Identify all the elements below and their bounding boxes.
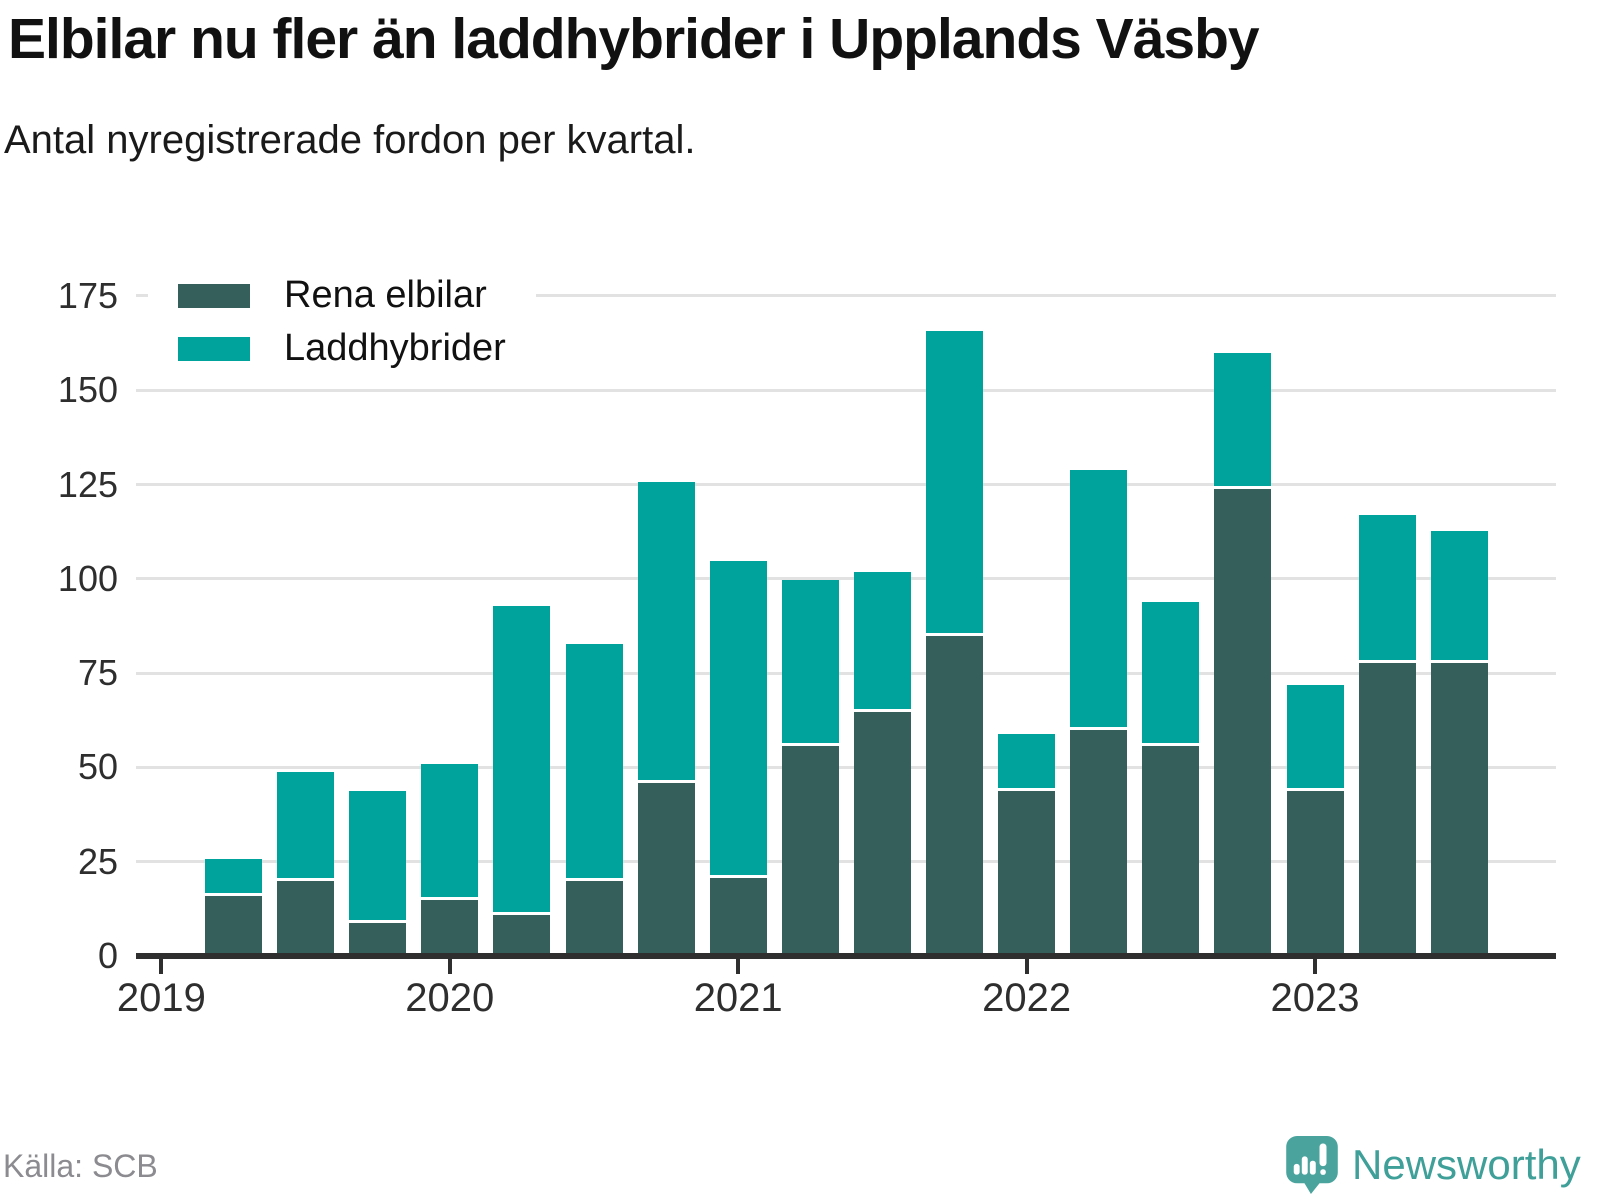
y-axis-label-125: 125: [57, 463, 118, 505]
legend: Rena elbilar Laddhybrider: [148, 272, 536, 378]
bar-2021-Q2-elbilar: [781, 745, 839, 953]
legend-label: Rena elbilar: [284, 274, 487, 316]
bar-2023-Q2-laddhybrider: [1358, 515, 1416, 660]
y-axis-label-150: 150: [57, 369, 118, 411]
bar-2023-Q3-laddhybrider: [1430, 530, 1488, 660]
bar-2022-Q4-laddhybrider: [1214, 353, 1272, 487]
y-axis-label-25: 25: [77, 840, 118, 882]
x-axis-tick-2019: [159, 959, 164, 974]
x-axis-label-2023: 2023: [1270, 976, 1360, 1020]
bar-2021-Q2-laddhybrider: [781, 579, 839, 743]
x-axis-tick-2023: [1313, 959, 1317, 974]
bar-2022-Q1-elbilar: [998, 790, 1056, 953]
legend-item-1: Laddhybrider: [148, 325, 536, 372]
bar-2023-Q3-elbilar: [1430, 662, 1488, 953]
legend-label: Laddhybrider: [284, 327, 506, 369]
legend-item-0: Rena elbilar: [148, 272, 536, 319]
bar-2021-Q4-elbilar: [926, 636, 983, 953]
y-axis-label-0: 0: [97, 935, 118, 976]
x-axis-label-2021: 2021: [693, 976, 783, 1020]
gridline-175: [136, 294, 1556, 298]
bar-2022-Q2-elbilar: [1070, 730, 1128, 953]
bar-2019-Q4-laddhybrider: [349, 790, 407, 920]
bar-2019-Q3-elbilar: [277, 881, 335, 953]
x-axis-label-2019: 2019: [116, 976, 206, 1020]
bar-2020-Q4-elbilar: [637, 783, 695, 953]
bar-2020-Q1-laddhybrider: [421, 764, 479, 898]
bar-2021-Q1-elbilar: [709, 877, 767, 953]
x-axis-label-2022: 2022: [982, 976, 1072, 1020]
bar-2021-Q3-laddhybrider: [853, 572, 911, 709]
brand: Newsworthy: [1286, 1136, 1581, 1194]
bar-2022-Q4-elbilar: [1214, 489, 1272, 953]
bar-2022-Q3-laddhybrider: [1142, 602, 1200, 743]
bar-2020-Q3-elbilar: [565, 881, 623, 953]
bar-2020-Q2-elbilar: [493, 915, 551, 953]
bar-2022-Q3-elbilar: [1142, 745, 1200, 953]
bar-2023-Q1-elbilar: [1286, 790, 1344, 953]
bar-2019-Q2-elbilar: [205, 896, 262, 953]
bar-2022-Q1-laddhybrider: [998, 734, 1056, 788]
y-axis-label-75: 75: [77, 652, 118, 694]
brand-name: Newsworthy: [1352, 1141, 1581, 1188]
bar-2023-Q2-elbilar: [1358, 662, 1416, 953]
y-axis-label-100: 100: [57, 557, 118, 599]
gridline-150: [136, 388, 1556, 392]
x-axis-label-2020: 2020: [405, 976, 495, 1020]
source-label: Källa: SCB: [3, 1148, 158, 1184]
bar-2019-Q4-elbilar: [349, 922, 407, 953]
bar-2021-Q4-laddhybrider: [926, 330, 983, 634]
bar-2020-Q1-elbilar: [421, 900, 479, 953]
chart-title: Elbilar nu fler än laddhybrider i Upplan…: [8, 7, 1260, 71]
gridline-100: [136, 577, 1556, 581]
bar-2021-Q3-elbilar: [853, 711, 911, 953]
legend-swatch-icon: [178, 336, 250, 361]
bar-2020-Q4-laddhybrider: [637, 481, 695, 781]
y-axis-label-50: 50: [77, 746, 118, 788]
gridline-75: [136, 671, 1556, 675]
x-axis-tick-2022: [1024, 959, 1029, 974]
x-axis-tick-2020: [447, 959, 452, 974]
gridline-50: [136, 765, 1556, 769]
bar-2019-Q2-laddhybrider: [205, 858, 262, 894]
bar-2020-Q3-laddhybrider: [565, 643, 623, 879]
chart-subtitle: Antal nyregistrerade fordon per kvartal.: [4, 118, 696, 162]
newsworthy-logo-icon: [1286, 1136, 1338, 1194]
x-axis-tick-2021: [736, 959, 741, 974]
gridline-125: [136, 483, 1556, 486]
bar-2022-Q2-laddhybrider: [1070, 470, 1128, 728]
legend-swatch-icon: [178, 283, 250, 308]
bar-2020-Q2-laddhybrider: [493, 605, 551, 913]
bar-2021-Q1-laddhybrider: [709, 560, 767, 875]
bar-2023-Q1-laddhybrider: [1286, 685, 1344, 788]
y-axis-label-175: 175: [57, 274, 118, 316]
x-axis-line: [136, 953, 1556, 959]
bar-2019-Q3-laddhybrider: [277, 771, 335, 879]
gridline-25: [136, 860, 1556, 864]
